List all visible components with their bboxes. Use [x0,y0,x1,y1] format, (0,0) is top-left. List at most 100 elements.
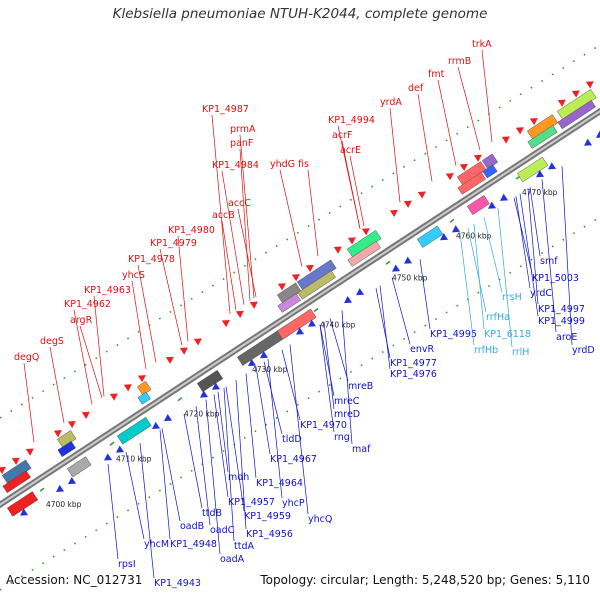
gene-label-reverse[interactable]: KP1_4976 [390,369,437,380]
gene-label-forward[interactable]: KP1_4994 [328,115,375,126]
gene-label-reverse[interactable]: KP1_4970 [300,420,347,431]
gene-label-forward[interactable]: argR [70,315,93,326]
gene-label-reverse[interactable]: KP1_4956 [246,529,293,540]
gene-block[interactable] [196,369,224,393]
rrna-label[interactable]: rrsH [502,292,522,303]
gene-arrow[interactable] [81,408,92,419]
gene-label-reverse[interactable]: yrdD [572,345,595,356]
gene-arrow[interactable] [515,124,526,135]
gene-arrow[interactable] [193,335,204,346]
gene-arrow[interactable] [403,197,414,208]
gene-label-forward[interactable]: KP1_4979 [150,238,197,249]
gene-label-reverse[interactable]: ttdB [202,508,222,519]
gene-arrow[interactable] [486,201,497,213]
gene-block[interactable] [277,293,301,313]
gene-block[interactable] [527,125,558,149]
gene-label-reverse[interactable]: KP1_4943 [154,578,201,589]
gene-arrow[interactable] [109,390,120,401]
gene-arrow[interactable] [123,381,134,392]
gene-arrow[interactable] [546,162,557,173]
gene-block[interactable] [137,391,151,405]
gene-arrow[interactable] [347,234,358,245]
gene-label-forward[interactable]: KP1_4984 [212,160,259,171]
gene-label-reverse[interactable]: yhcQ [308,514,332,525]
gene-arrow[interactable] [179,344,190,355]
gene-arrow[interactable] [277,280,288,291]
gene-block[interactable] [136,380,152,396]
gene-block[interactable] [57,440,76,457]
gene-arrow[interactable] [417,188,428,199]
gene-label-forward[interactable]: accB [212,210,235,221]
gene-arrow[interactable] [498,193,509,205]
gene-arrow[interactable] [438,233,449,244]
gene-label-reverse[interactable]: KP1_4964 [256,478,303,489]
gene-label-reverse[interactable]: yhcM [144,539,169,550]
gene-block[interactable] [6,491,39,517]
gene-arrow[interactable] [114,445,125,456]
gene-arrow[interactable] [11,454,22,465]
gene-label-reverse[interactable]: KP1_4948 [170,539,217,550]
gene-arrow[interactable] [249,298,260,309]
gene-label-reverse[interactable]: oadB [180,521,204,532]
gene-arrow[interactable] [198,390,209,401]
gene-label-forward[interactable]: panF [230,138,253,149]
gene-label-reverse[interactable]: oadA [220,554,245,565]
gene-label-forward[interactable]: acrE [340,145,361,156]
gene-arrow[interactable] [102,453,113,464]
gene-label-reverse[interactable]: mreB [348,381,373,392]
gene-label-reverse[interactable]: KP1_4995 [430,329,477,340]
rrna-label[interactable]: rrlH [512,347,529,358]
gene-arrow[interactable] [291,271,302,282]
rrna-label[interactable]: rrfHb [474,345,498,356]
gene-arrow[interactable] [306,319,317,331]
gene-arrow[interactable] [162,413,173,425]
gene-label-forward[interactable]: fis [298,159,309,170]
gene-arrow[interactable] [354,288,365,299]
gene-arrow[interactable] [450,225,461,236]
gene-label-reverse[interactable]: KP1_4977 [390,358,437,369]
gene-label-forward[interactable]: def [408,83,424,94]
gene-label-forward[interactable]: yhdG [270,159,295,170]
gene-label-forward[interactable]: fmt [428,69,445,80]
gene-label-forward[interactable]: degQ [14,352,39,363]
gene-label-reverse[interactable]: yrdC [530,288,552,299]
gene-block[interactable] [457,172,486,195]
gene-label-reverse[interactable]: oadC [210,525,235,536]
gene-arrow[interactable] [54,484,65,496]
gene-label-reverse[interactable]: tldD [282,434,302,445]
gene-label-reverse[interactable]: smf [540,256,558,267]
gene-label-reverse[interactable]: KP1_4957 [228,497,275,508]
gene-arrow[interactable] [25,445,36,456]
gene-label-forward[interactable]: KP1_4963 [84,285,131,296]
gene-arrow[interactable] [571,87,582,98]
gene-arrow[interactable] [534,170,545,181]
gene-arrow[interactable] [557,96,568,107]
gene-arrow[interactable] [585,78,596,89]
gene-arrow[interactable] [150,421,161,433]
gene-arrow[interactable] [459,161,470,172]
gene-arrow[interactable] [165,353,176,364]
gene-label-reverse[interactable]: rng [334,432,350,443]
gene-block[interactable] [516,156,549,183]
gene-label-reverse[interactable]: KP1_4967 [270,454,317,465]
gene-arrow[interactable] [137,372,148,383]
gene-label-reverse[interactable]: ttdA [234,541,254,552]
gene-block[interactable] [2,470,31,494]
rrna-label[interactable]: rrfHa [486,312,510,323]
gene-arrow[interactable] [342,295,353,307]
gene-block[interactable] [482,164,498,179]
gene-label-forward[interactable]: rrmB [448,56,471,67]
gene-arrow[interactable] [18,508,29,519]
gene-arrow[interactable] [305,262,316,273]
gene-arrow[interactable] [402,256,413,268]
gene-label-reverse[interactable]: rpsI [118,559,136,570]
gene-label-forward[interactable]: acrF [332,130,352,141]
gene-arrow[interactable] [210,382,221,394]
gene-block[interactable] [466,195,490,215]
gene-arrow[interactable] [235,307,246,319]
gene-label-reverse[interactable]: KP1_4959 [244,511,291,522]
gene-block[interactable] [347,240,381,267]
gene-label-forward[interactable]: KP1_4962 [64,299,111,310]
gene-label-reverse[interactable]: KP1_4997 [538,304,585,315]
